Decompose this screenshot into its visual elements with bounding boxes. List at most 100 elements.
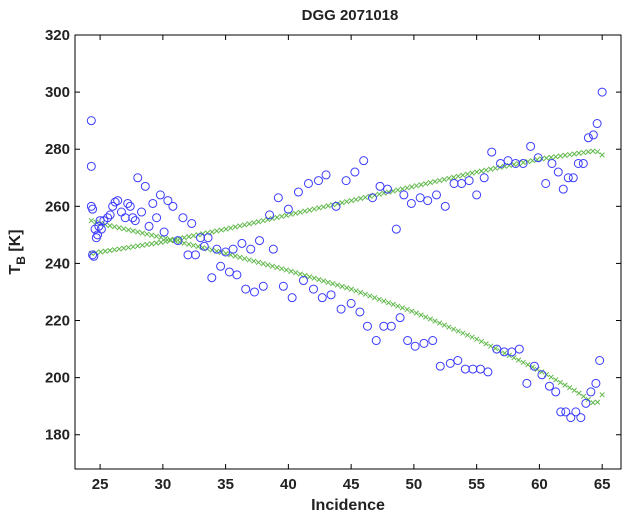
model-point-lower	[525, 362, 531, 368]
observed-point	[547, 158, 557, 168]
model-point-upper	[594, 149, 601, 155]
observed-point	[187, 218, 197, 228]
model-series	[88, 148, 605, 406]
observed-point	[522, 378, 532, 388]
model-point-lower	[376, 296, 382, 303]
model-point-upper	[302, 208, 308, 214]
model-point-upper	[255, 219, 262, 225]
observed-point	[544, 381, 554, 391]
observed-point	[595, 356, 605, 365]
observed-point	[95, 216, 105, 226]
observed-point	[137, 207, 147, 217]
model-point-upper	[395, 187, 401, 193]
model-point-lower	[181, 240, 187, 246]
model-point-upper	[139, 242, 146, 248]
model-point-lower	[279, 266, 285, 272]
observed-point	[308, 284, 318, 294]
model-point-upper	[246, 221, 252, 227]
model-point-upper	[381, 190, 387, 196]
chart-title: DGG 2071018	[302, 7, 399, 24]
observed-point	[103, 213, 113, 223]
observed-point	[96, 224, 106, 234]
observed-point	[183, 250, 193, 260]
model-point-upper	[548, 154, 554, 161]
observed-point	[514, 344, 524, 354]
model-point-upper	[237, 223, 243, 229]
model-point-upper	[251, 220, 257, 226]
model-point-lower	[334, 282, 341, 288]
model-point-lower	[599, 392, 605, 398]
observed-point	[203, 233, 213, 243]
model-point-lower	[316, 276, 322, 283]
observed-point	[597, 87, 607, 97]
model-point-upper	[320, 204, 327, 210]
model-point-upper	[241, 222, 248, 228]
model-point-upper	[153, 240, 159, 246]
observed-point	[178, 213, 188, 223]
observed-point	[468, 364, 478, 374]
model-point-upper	[297, 209, 303, 215]
observed-point	[423, 196, 433, 206]
observed-point	[571, 407, 581, 417]
y-axis-label-sub: B	[14, 256, 28, 265]
model-point-lower	[306, 274, 313, 280]
model-point-lower	[492, 345, 499, 352]
model-point-lower	[162, 235, 169, 242]
model-point-upper	[97, 249, 104, 255]
observed-point	[457, 178, 467, 188]
observed-point	[249, 287, 259, 297]
model-point-lower	[446, 324, 452, 330]
observed-point	[336, 304, 346, 314]
observed-point	[293, 187, 303, 197]
observed-point	[586, 387, 596, 397]
model-point-upper	[135, 243, 141, 249]
model-point-upper	[190, 233, 197, 239]
observed-point	[556, 407, 566, 417]
observed-point	[298, 276, 308, 286]
model-point-lower	[232, 253, 238, 259]
observed-point	[359, 156, 369, 166]
observed-point	[410, 341, 420, 351]
observed-point	[472, 190, 482, 200]
model-point-upper	[515, 160, 522, 167]
observed-point	[581, 398, 591, 408]
observed-point	[207, 273, 217, 283]
model-point-lower	[580, 393, 587, 400]
model-point-upper	[520, 159, 526, 166]
model-point-lower	[283, 267, 290, 273]
model-point-lower	[135, 229, 141, 235]
model-point-upper	[339, 200, 345, 206]
observed-point	[592, 119, 602, 129]
model-point-upper	[121, 245, 127, 251]
model-point-lower	[88, 217, 94, 224]
observed-point	[120, 213, 130, 223]
observed-point	[148, 198, 158, 208]
x-tick-label: 65	[594, 476, 611, 493]
model-point-upper	[432, 178, 438, 185]
model-point-upper	[376, 191, 382, 197]
observed-point	[558, 184, 568, 194]
model-point-lower	[441, 322, 447, 328]
model-point-upper	[413, 183, 420, 189]
observed-point	[116, 207, 126, 217]
x-tick-label: 30	[155, 476, 172, 493]
observed-point	[224, 267, 234, 277]
model-point-lower	[167, 236, 173, 243]
observed-point	[483, 367, 493, 377]
observed-point	[568, 173, 578, 183]
observed-point	[503, 156, 513, 166]
observed-point	[479, 173, 489, 183]
model-point-upper	[209, 229, 215, 235]
observed-point	[241, 284, 251, 294]
observed-point	[265, 210, 275, 220]
y-tick-label: 200	[45, 370, 70, 387]
observed-point	[228, 244, 238, 254]
model-point-upper	[436, 177, 443, 184]
model-point-lower	[255, 259, 262, 266]
model-point-upper	[469, 170, 475, 176]
observed-point	[341, 176, 351, 186]
model-point-upper	[474, 169, 480, 175]
model-point-upper	[585, 149, 591, 155]
observed-point	[212, 244, 222, 254]
model-point-lower	[557, 379, 564, 386]
